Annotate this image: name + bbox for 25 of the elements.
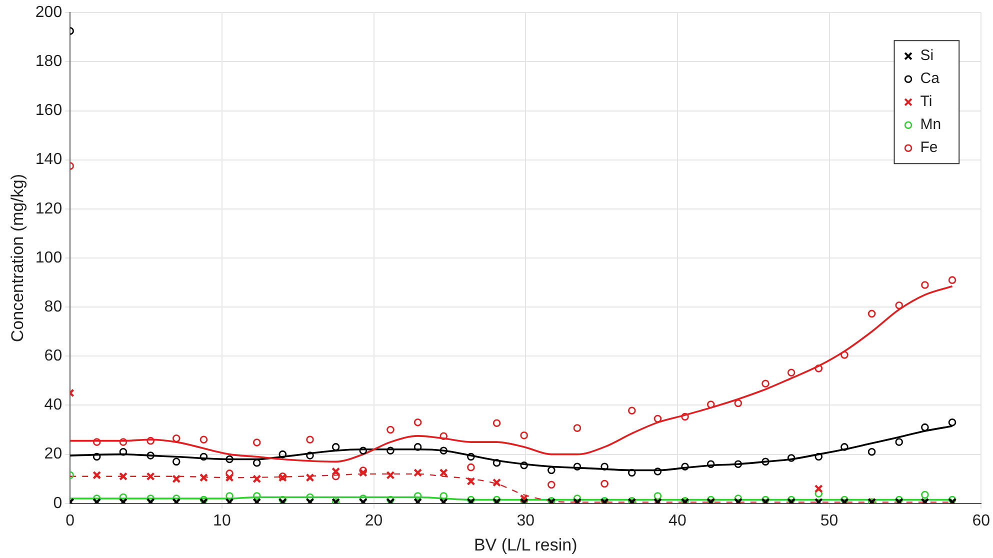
x-axis-title: BV (L/L resin) <box>474 535 578 554</box>
y-tick-label: 180 <box>35 53 62 70</box>
y-tick-label: 0 <box>53 494 62 512</box>
y-tick-label: 120 <box>35 200 62 218</box>
x-tick-label: 40 <box>668 512 686 530</box>
legend-label: Mn <box>920 116 942 134</box>
y-tick-label: 140 <box>35 151 62 168</box>
legend-label: Ca <box>920 70 940 88</box>
x-tick-label: 10 <box>213 512 231 530</box>
legend-label: Ti <box>920 93 932 110</box>
x-tick-label: 0 <box>66 512 75 530</box>
x-tick-label: 60 <box>972 512 990 530</box>
y-tick-label: 40 <box>44 396 62 414</box>
y-axis-title: Concentration (mg/kg) <box>8 174 27 342</box>
y-tick-label: 60 <box>44 348 62 365</box>
y-tick-label: 100 <box>35 249 62 266</box>
x-tick-label: 20 <box>364 512 383 530</box>
x-tick-label: 30 <box>516 512 535 530</box>
y-tick-label: 160 <box>35 102 62 120</box>
y-tick-label: 20 <box>44 446 62 463</box>
legend-label: Si <box>920 47 934 64</box>
y-tick-label: 80 <box>44 298 62 316</box>
y-tick-label: 200 <box>35 4 62 22</box>
legend-label: Fe <box>920 139 938 156</box>
x-tick-label: 50 <box>820 512 838 530</box>
